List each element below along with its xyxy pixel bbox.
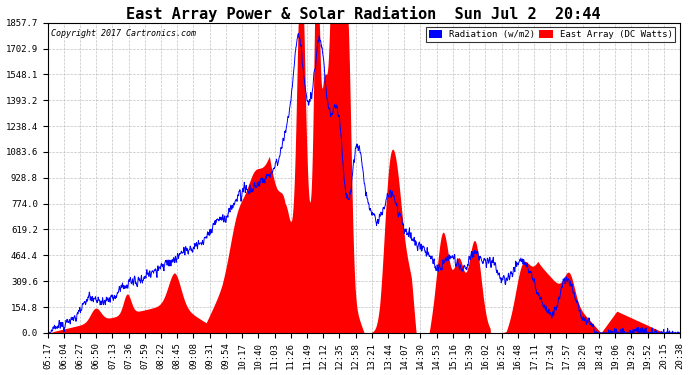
Title: East Array Power & Solar Radiation  Sun Jul 2  20:44: East Array Power & Solar Radiation Sun J… <box>126 6 601 21</box>
Text: Copyright 2017 Cartronics.com: Copyright 2017 Cartronics.com <box>50 29 196 38</box>
Legend: Radiation (w/m2), East Array (DC Watts): Radiation (w/m2), East Array (DC Watts) <box>426 27 676 42</box>
